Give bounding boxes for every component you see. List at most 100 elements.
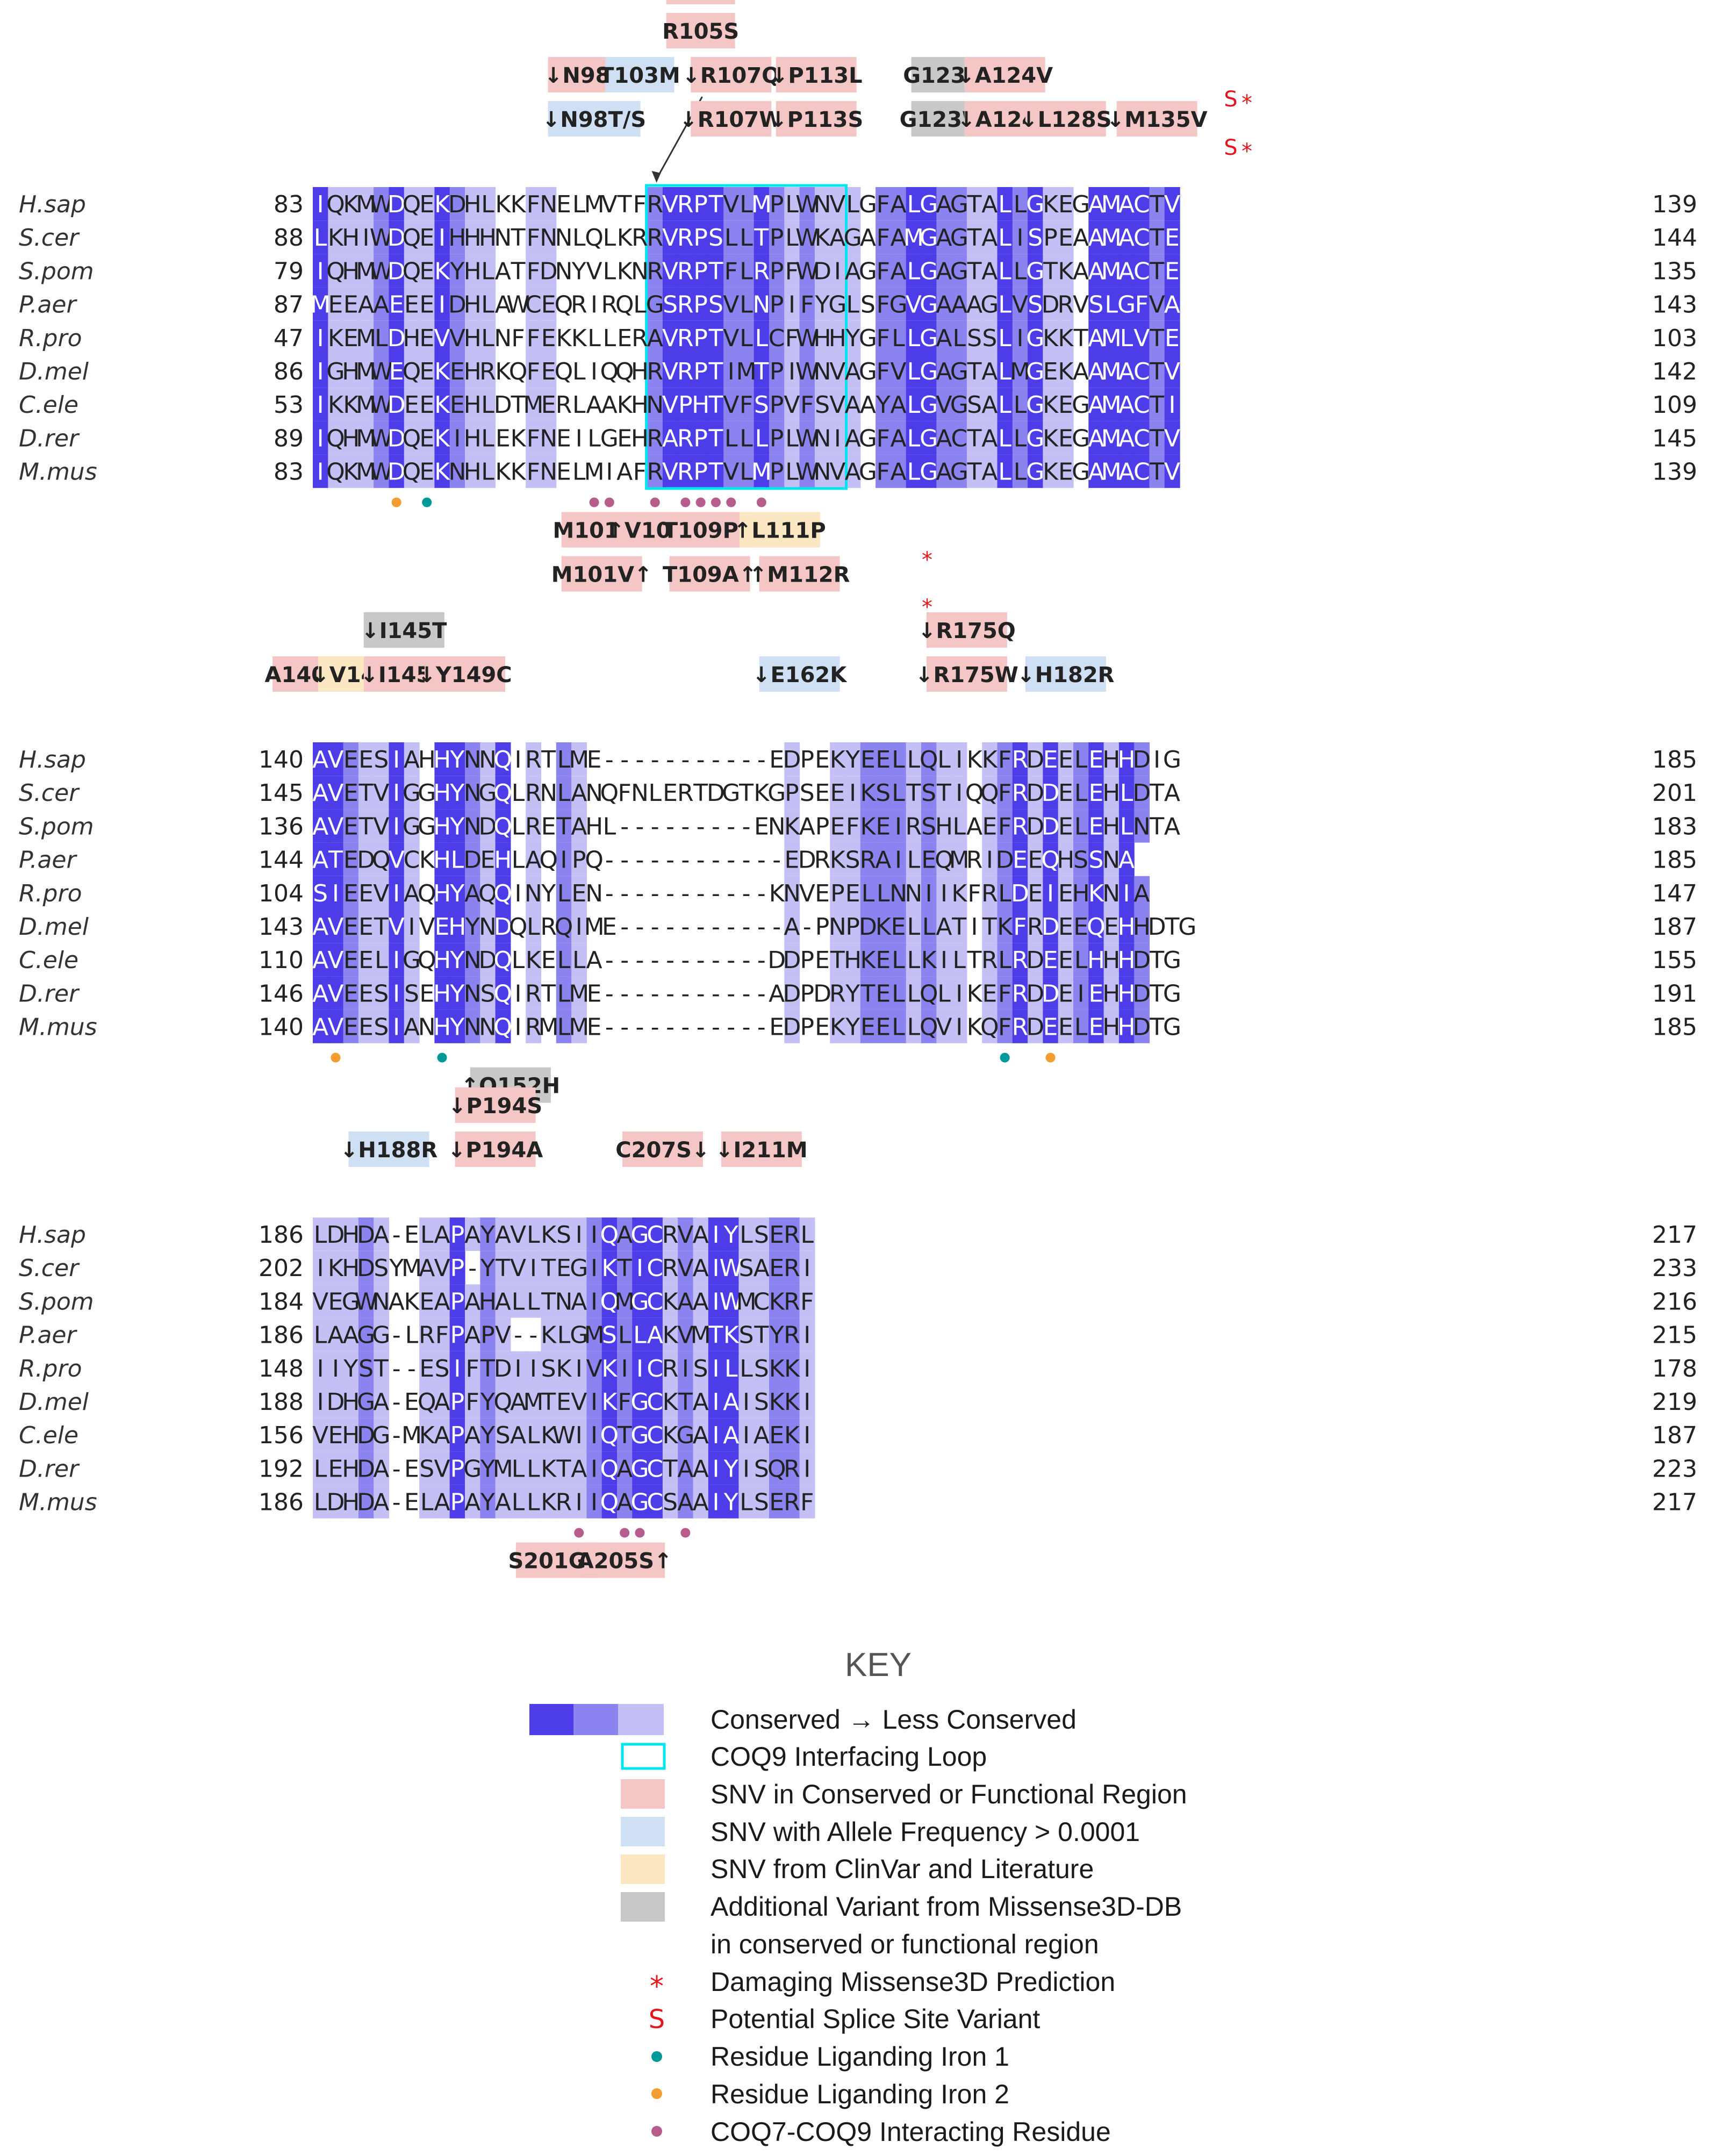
residue: E xyxy=(343,813,358,840)
residue: K xyxy=(1058,358,1074,385)
conservation-cell xyxy=(313,287,328,321)
residue: R xyxy=(784,1455,800,1482)
residue: K xyxy=(434,358,450,385)
conservation-cell xyxy=(328,287,344,321)
residue: M xyxy=(1101,325,1122,352)
residue: G xyxy=(1163,947,1181,974)
conservation-cell xyxy=(662,254,678,288)
residue: A xyxy=(754,1255,770,1282)
residue: A xyxy=(799,813,815,840)
residue: Y xyxy=(465,913,480,941)
residue: L xyxy=(724,224,738,252)
residue: M xyxy=(356,325,376,352)
residue: A xyxy=(1118,425,1135,452)
residue: - xyxy=(681,813,690,840)
residue: I xyxy=(317,325,324,352)
residue: I xyxy=(560,847,567,874)
residue: V xyxy=(1073,291,1089,319)
residue: L xyxy=(603,224,616,252)
residue: V xyxy=(389,847,405,874)
conservation-cell xyxy=(647,287,663,321)
residue: G xyxy=(1072,391,1090,419)
residue: K xyxy=(967,980,983,1007)
variant-label-text: ↓I211M xyxy=(715,1138,808,1163)
residue: R xyxy=(647,257,663,285)
residue: N xyxy=(768,813,786,840)
conservation-cell xyxy=(1103,187,1120,221)
residue: M xyxy=(493,1455,513,1482)
residue: E xyxy=(1043,746,1058,773)
residue: A xyxy=(358,291,374,319)
residue: I xyxy=(803,1422,810,1449)
splice-site-icon: S xyxy=(1224,87,1237,112)
residue: R xyxy=(525,980,542,1007)
residue: S xyxy=(815,391,830,419)
residue: I xyxy=(1047,880,1054,907)
residue: E xyxy=(480,847,496,874)
residue: - xyxy=(666,813,674,840)
end-position: 187 xyxy=(1652,1422,1697,1449)
residue: K xyxy=(663,1388,679,1416)
residue: L xyxy=(512,1489,525,1516)
residue: - xyxy=(742,947,751,974)
conservation-cell xyxy=(419,254,435,288)
coq-residue-dot xyxy=(695,497,706,507)
residue: G xyxy=(767,779,786,807)
residue: F xyxy=(998,980,1011,1007)
start-position: 192 xyxy=(259,1455,304,1482)
end-position: 145 xyxy=(1652,425,1697,452)
conservation-cell xyxy=(723,187,739,221)
residue: V xyxy=(677,1221,693,1249)
residue: Y xyxy=(571,257,586,285)
residue: Y xyxy=(723,1221,738,1249)
conservation-cell xyxy=(480,287,496,321)
residue: F xyxy=(618,1388,631,1416)
residue: L xyxy=(907,847,921,874)
residue: S xyxy=(921,813,936,840)
residue: Q xyxy=(493,779,512,807)
residue: V xyxy=(327,980,343,1007)
residue: I xyxy=(803,1322,810,1349)
residue: A xyxy=(890,459,906,486)
residue: N xyxy=(540,191,557,218)
residue: D xyxy=(813,257,831,285)
residue: V xyxy=(662,358,678,385)
residue: - xyxy=(727,947,735,974)
residue: - xyxy=(757,1014,766,1041)
residue: L xyxy=(512,1455,525,1482)
residue: - xyxy=(681,880,690,907)
conservation-cell xyxy=(343,254,359,288)
residue: A xyxy=(571,813,587,840)
residue: I xyxy=(515,746,522,773)
residue: V xyxy=(510,1221,526,1249)
residue: F xyxy=(877,425,890,452)
start-position: 104 xyxy=(259,880,304,907)
residue: T xyxy=(967,257,982,285)
residue: R xyxy=(647,358,663,385)
residue: - xyxy=(712,813,720,840)
residue: T xyxy=(1149,459,1164,486)
end-position: 185 xyxy=(1652,1014,1697,1041)
residue: Q xyxy=(600,1221,619,1249)
residue: T xyxy=(358,779,374,807)
residue: P xyxy=(770,358,784,385)
residue: R xyxy=(677,224,694,252)
residue: E xyxy=(1043,947,1058,974)
variant-label: R105K xyxy=(666,0,735,4)
residue: G xyxy=(1026,325,1044,352)
coq-residue-dot xyxy=(680,1528,691,1538)
residue: T xyxy=(511,224,526,252)
residue: Y xyxy=(769,1322,784,1349)
residue: Y xyxy=(449,746,464,773)
residue: I xyxy=(317,191,324,218)
residue: L xyxy=(557,880,571,907)
residue: L xyxy=(1074,1014,1088,1041)
residue: V xyxy=(723,191,739,218)
residue: V xyxy=(434,1255,450,1282)
residue: - xyxy=(727,913,735,941)
residue: G xyxy=(1072,191,1090,218)
residue: R xyxy=(784,1489,800,1516)
variant-label: ↓P113S xyxy=(769,101,863,137)
residue: K xyxy=(541,1322,557,1349)
residue: A xyxy=(1118,391,1135,419)
